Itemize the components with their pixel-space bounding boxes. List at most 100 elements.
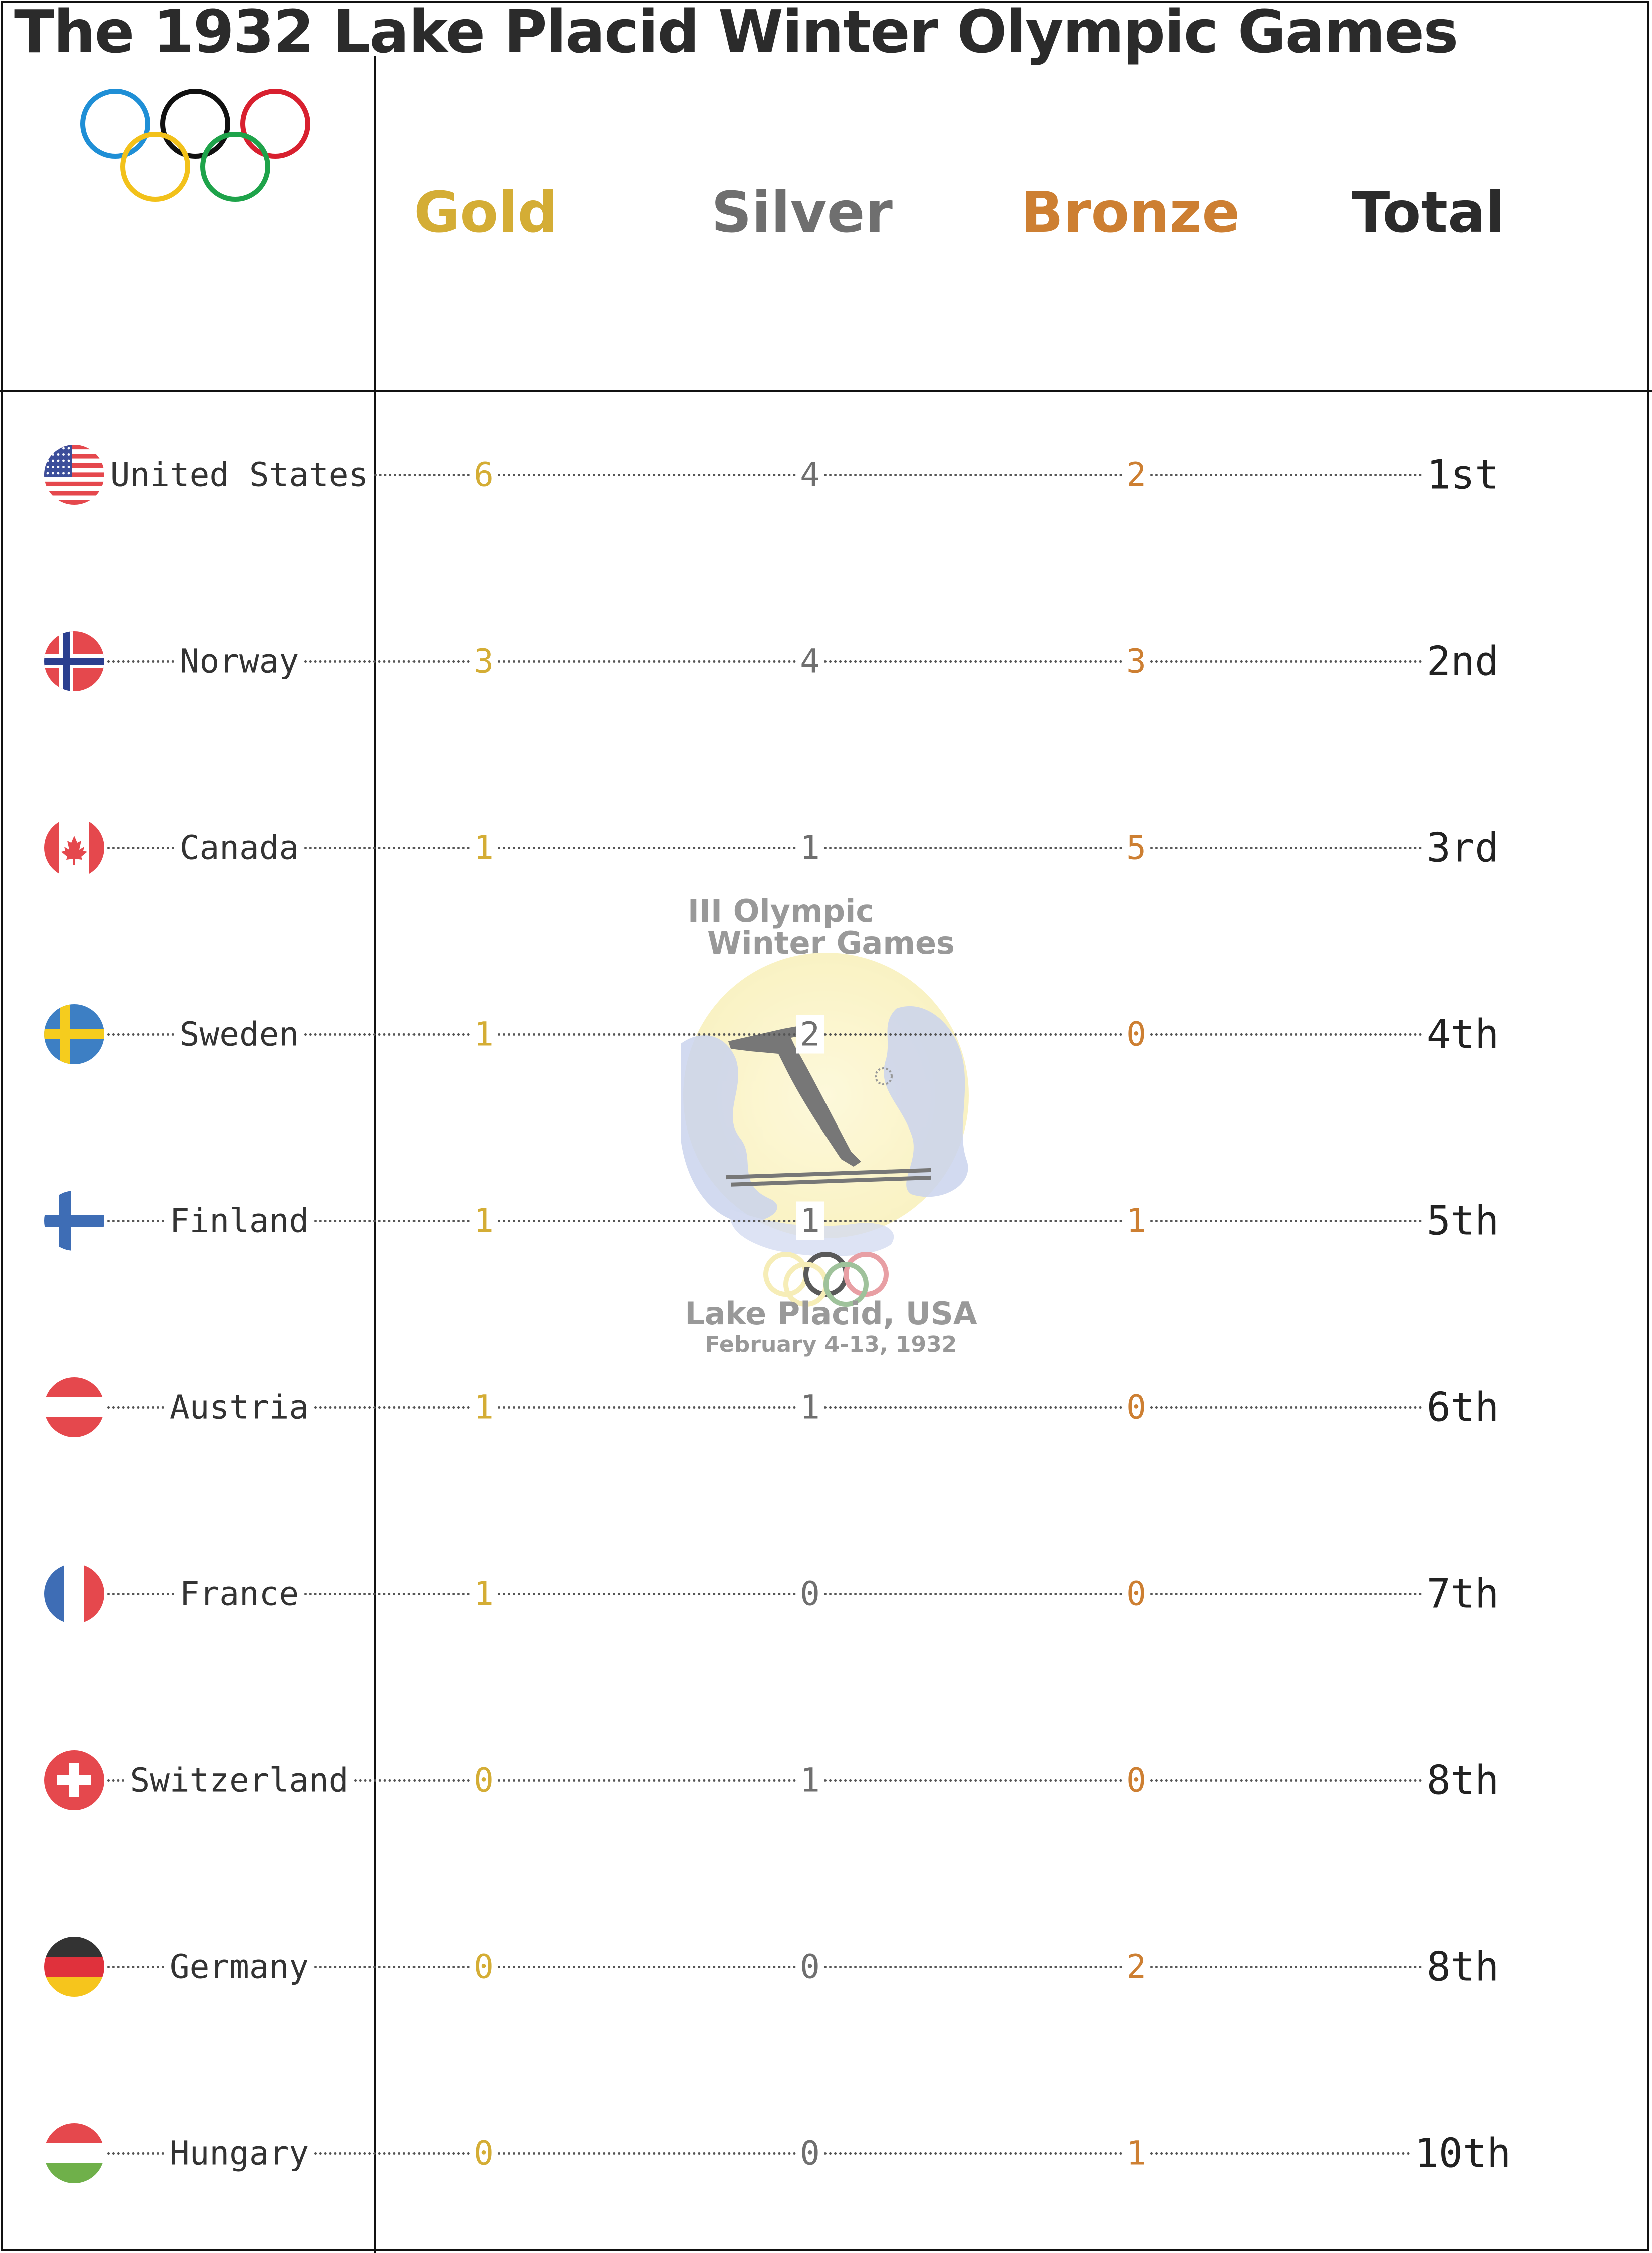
total-rank: 5th: [1426, 1197, 1499, 1244]
medal-row-finland: Finland 1 1 1 5th: [0, 1191, 1652, 1251]
gold-count: 1: [474, 1574, 494, 1613]
bronze-count: 1: [1126, 1201, 1146, 1240]
germany-flag-icon: [44, 1937, 104, 1997]
medal-row-france: France 1 0 0 7th: [0, 1564, 1652, 1624]
country-name: Sweden: [176, 1015, 302, 1053]
country-name: Switzerland: [127, 1761, 352, 1799]
logo-text-line1: III Olympic: [688, 893, 874, 929]
leader-line: [107, 1220, 164, 1222]
leader-line: [824, 474, 1122, 476]
leader-line: [107, 1966, 164, 1968]
medal-row-hungary: Hungary 0 0 1 10th: [0, 2123, 1652, 2183]
column-header-total: Total: [1352, 180, 1505, 245]
total-rank: 10th: [1414, 2130, 1511, 2176]
lake-placid-1932-logo: III Olympic Winter Games Lake Placid, US…: [681, 893, 977, 1357]
leader-line: [498, 1966, 796, 1968]
leader-line: [824, 1779, 1122, 1782]
country-name: Austria: [166, 1388, 312, 1426]
gold-count: 0: [474, 1947, 494, 1986]
leader-line: [498, 1220, 796, 1222]
gold-count: 0: [474, 2134, 494, 2172]
france-flag-icon: [44, 1564, 104, 1624]
country-name: Germany: [166, 1947, 312, 1986]
column-header-bronze: Bronze: [1020, 180, 1241, 245]
leader-line: [824, 1966, 1122, 1968]
silver-count: 1: [796, 1761, 824, 1799]
silver-count: 0: [796, 2134, 824, 2172]
bronze-count: 5: [1126, 828, 1146, 867]
silver-count: 4: [796, 642, 824, 680]
gold-count: 6: [474, 455, 494, 494]
gold-count: 3: [474, 642, 494, 680]
leader-line: [498, 1033, 796, 1036]
bronze-count: 3: [1126, 642, 1146, 680]
gold-count: 1: [474, 1201, 494, 1240]
medal-row-norway: Norway 3 4 3 2nd: [0, 631, 1652, 691]
silver-count: 1: [796, 1201, 824, 1240]
chart-title: The 1932 Lake Placid Winter Olympic Game…: [14, 0, 1458, 66]
leader-line: [824, 847, 1122, 849]
leader-line: [498, 474, 796, 476]
bronze-count: 0: [1126, 1761, 1146, 1799]
olympic-rings-icon: [80, 89, 310, 202]
column-divider: [374, 56, 376, 2253]
leader-line: [824, 660, 1122, 663]
leader-line: [107, 660, 174, 663]
logo-text-place: Lake Placid, USA: [685, 1295, 977, 1332]
leader-line: [374, 474, 470, 476]
total-rank: 2nd: [1426, 638, 1499, 684]
medal-row-canada: Canada 1 1 5 3rd: [0, 818, 1652, 878]
total-rank: 8th: [1426, 1943, 1499, 1990]
leader-line: [354, 1779, 470, 1782]
leader-line: [1150, 1779, 1422, 1782]
silver-count: 0: [796, 1574, 824, 1613]
leader-line: [1150, 847, 1422, 849]
total-rank: 6th: [1426, 1384, 1499, 1430]
country-name: United States: [107, 455, 372, 494]
medal-row-austria: Austria 1 1 0 6th: [0, 1377, 1652, 1437]
leader-line: [107, 847, 174, 849]
leader-line: [107, 1033, 174, 1036]
leader-line: [498, 660, 796, 663]
leader-line: [107, 2152, 164, 2155]
norway-flag-icon: [44, 631, 104, 691]
medal-row-germany: Germany 0 0 2 8th: [0, 1937, 1652, 1997]
silver-count: 1: [796, 1388, 824, 1426]
austria-flag-icon: [44, 1377, 104, 1437]
gold-count: 0: [474, 1761, 494, 1799]
total-rank: 8th: [1426, 1757, 1499, 1803]
leader-line: [314, 1406, 470, 1409]
gold-count: 1: [474, 1388, 494, 1426]
leader-line: [107, 1779, 124, 1782]
leader-line: [304, 847, 470, 849]
country-name: France: [176, 1574, 302, 1613]
leader-line: [314, 2152, 470, 2155]
column-header-gold: Gold: [414, 180, 558, 245]
bronze-count: 0: [1126, 1574, 1146, 1613]
medal-row-united-states: United States 6 4 2 1st: [0, 445, 1652, 505]
medal-row-switzerland: Switzerland 0 1 0 8th: [0, 1750, 1652, 1810]
gold-count: 1: [474, 828, 494, 867]
total-rank: 1st: [1426, 451, 1499, 498]
leader-line: [304, 1593, 470, 1595]
leader-line: [824, 1033, 1122, 1036]
bronze-count: 0: [1126, 1388, 1146, 1426]
silver-count: 0: [796, 1947, 824, 1986]
bronze-count: 2: [1126, 1947, 1146, 1986]
sweden-flag-icon: [44, 1004, 104, 1064]
leader-line: [1150, 1220, 1422, 1222]
leader-line: [498, 847, 796, 849]
leader-line: [498, 2152, 796, 2155]
silver-count: 2: [796, 1015, 824, 1053]
leader-line: [314, 1220, 470, 1222]
bronze-count: 2: [1126, 455, 1146, 494]
total-rank: 4th: [1426, 1011, 1499, 1057]
column-header-silver: Silver: [711, 180, 893, 245]
country-name: Norway: [176, 642, 302, 680]
header-divider: [0, 390, 1652, 392]
leader-line: [824, 1406, 1122, 1409]
leader-line: [824, 1220, 1122, 1222]
leader-line: [304, 1033, 470, 1036]
